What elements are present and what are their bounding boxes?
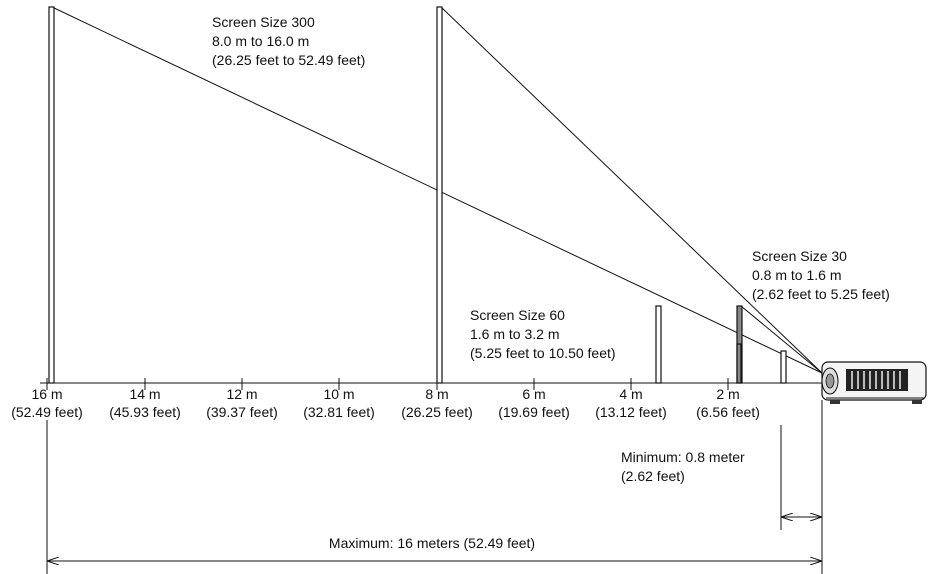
screen-size-300-label: Screen Size 300 8.0 m to 16.0 m (26.25 f… [212,14,365,68]
tick-label-6m-ft: (19.69 feet) [498,404,570,420]
screen-30-range-m: 0.8 m to 1.6 m [752,267,841,283]
tick-label-10m-ft: (32.81 feet) [303,404,375,420]
tick-label-12m: 12 m [226,386,257,402]
tick-label-10m: 10 m [323,386,354,402]
screen-size-60-label: Screen Size 60 1.6 m to 3.2 m (5.25 feet… [470,307,616,361]
screen-30-near [780,350,787,384]
screen-60-far [655,305,662,384]
screen-300-title: Screen Size 300 [212,14,315,30]
tick-label-16m-ft: (52.49 feet) [11,404,83,420]
tick-label-14m: 14 m [129,386,160,402]
screen-size-30-label: Screen Size 30 0.8 m to 1.6 m (2.62 feet… [752,248,890,302]
minimum-label: Minimum: 0.8 meter (2.62 feet) [621,449,745,484]
tick-label-4m-ft: (13.12 feet) [595,404,667,420]
tick-label-12m-ft: (39.37 feet) [206,404,278,420]
screen-300-near [436,6,443,384]
screen-60-range-ft: (5.25 feet to 10.50 feet) [470,345,616,361]
dimension-lines [46,400,823,574]
tick-label-16m: 16 m [31,386,62,402]
tick-label-2m: 2 m [716,386,739,402]
projector-icon [821,361,927,404]
screen-30-title: Screen Size 30 [752,248,847,264]
tick-label-8m-ft: (26.25 feet) [401,404,473,420]
screen-300-range-m: 8.0 m to 16.0 m [212,33,309,49]
maximum-label: Maximum: 16 meters (52.49 feet) [329,535,535,551]
screen-300-range-ft: (26.25 feet to 52.49 feet) [212,52,365,68]
minimum-label-line2: (2.62 feet) [621,468,685,484]
screen-60-title: Screen Size 60 [470,307,565,323]
screen-30-range-ft: (2.62 feet to 5.25 feet) [752,286,890,302]
tick-label-2m-ft: (6.56 feet) [696,404,760,420]
distance-axis [40,378,822,390]
ray-60 [740,305,823,374]
tick-label-6m: 6 m [522,386,545,402]
screen-30-far [736,343,742,384]
screens [48,6,787,384]
ray-300-bottom-close [440,6,823,374]
screen-300-far [48,6,55,384]
tick-label-4m: 4 m [619,386,642,402]
tick-label-14m-ft: (45.93 feet) [109,404,181,420]
tick-label-8m: 8 m [425,386,448,402]
tick-labels: 16 m (52.49 feet) 14 m (45.93 feet) 12 m… [11,386,760,420]
screen-60-range-m: 1.6 m to 3.2 m [470,326,559,342]
minimum-label-line1: Minimum: 0.8 meter [621,449,745,465]
